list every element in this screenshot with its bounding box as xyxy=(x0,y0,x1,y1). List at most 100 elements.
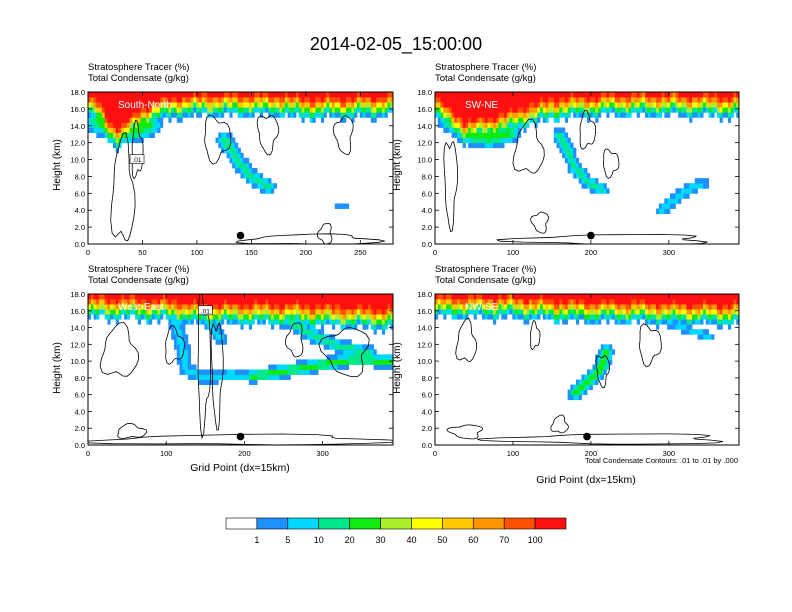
colorbar-label: 100 xyxy=(528,535,543,545)
colorbar-swatch xyxy=(256,517,289,530)
contour-label-box xyxy=(129,154,145,164)
colorbar-label: 70 xyxy=(499,535,509,545)
y-tick-label: 12.0 xyxy=(70,340,85,349)
condensate-contours xyxy=(443,109,708,244)
condensate-contour xyxy=(204,114,232,165)
y-tick-label: 0.0 xyxy=(75,240,85,249)
panel-heading-condensate: Total Condensate (g/kg) xyxy=(88,275,189,286)
location-marker xyxy=(583,432,591,441)
plot-frame xyxy=(87,91,394,245)
x-tick-label: 0 xyxy=(433,248,437,257)
panel-heading-tracer: Stratosphere Tracer (%) xyxy=(435,264,536,275)
y-tick-label: 4.0 xyxy=(75,407,85,416)
x-axis-label: Grid Point (dx=15km) xyxy=(190,462,290,474)
y-tick-label: 16.0 xyxy=(70,105,85,114)
colorbar-label: 30 xyxy=(376,535,386,545)
colorbar-label: 1 xyxy=(254,535,259,545)
condensate-contour xyxy=(603,148,620,179)
location-marker xyxy=(587,231,595,240)
y-tick-label: 10.0 xyxy=(417,156,432,165)
condensate-contour xyxy=(579,109,597,150)
y-tick-label: 18.0 xyxy=(417,290,432,299)
condensate-contour xyxy=(639,323,662,368)
colorbar-swatch xyxy=(225,517,258,530)
colorbar-swatch xyxy=(287,517,320,530)
panel-sw-ne: Stratosphere Tracer (%) Total Condensate… xyxy=(392,62,740,257)
panel-west-east: Stratosphere Tracer (%) Total Condensate… xyxy=(52,264,394,474)
plot-sw-ne: SW-NE 0.0 2.0 4.0 6.0 8.0 10.0 12.0 14.0 16.0 18.0… xyxy=(417,88,740,257)
condensate-contour xyxy=(99,322,140,377)
plot-frame xyxy=(434,91,740,245)
condensate-contour xyxy=(496,234,708,244)
condensate-contour xyxy=(131,119,144,180)
y-tick-label: 12.0 xyxy=(417,139,432,148)
condensate-contours xyxy=(110,114,385,244)
y-tick-label: 10.0 xyxy=(417,357,432,366)
location-marker xyxy=(236,432,245,441)
x-tick-label: 100 xyxy=(160,449,173,458)
y-tick-label: 0.0 xyxy=(422,441,432,450)
x-axis-label: Grid Point (dx=15km) xyxy=(536,474,636,486)
colorbar-label: 40 xyxy=(406,535,416,545)
panel-heading-tracer: Stratosphere Tracer (%) xyxy=(88,264,189,275)
y-tick-label: 6.0 xyxy=(75,391,85,400)
condensate-contour xyxy=(550,414,569,434)
condensate-contour xyxy=(455,318,478,362)
y-axis-label: Height (km) xyxy=(52,342,63,394)
panel-heading-condensate: Total Condensate (g/kg) xyxy=(88,73,189,84)
y-tick-label: 10.0 xyxy=(70,357,85,366)
colorbar-label: 10 xyxy=(314,535,324,545)
x-tick-label: 100 xyxy=(507,449,520,458)
x-tick-label: 150 xyxy=(245,248,258,257)
colorbar-swatch xyxy=(411,517,443,530)
plot-frame xyxy=(87,293,394,446)
y-tick-label: 2.0 xyxy=(422,223,432,232)
x-tick-label: 200 xyxy=(585,449,598,458)
condensate-contour xyxy=(530,320,541,351)
x-tick-label: 100 xyxy=(507,248,520,257)
y-tick-label: 6.0 xyxy=(422,391,432,400)
panel-south-north: Stratosphere Tracer (%) Total Condensate… xyxy=(52,62,394,257)
colorbar-swatch xyxy=(318,517,350,530)
y-tick-label: 10.0 xyxy=(70,156,85,165)
panel-heading-condensate: Total Condensate (g/kg) xyxy=(435,73,536,84)
y-tick-label: 14.0 xyxy=(70,122,85,131)
condensate-contour xyxy=(530,211,549,234)
y-axis-label: Height (km) xyxy=(52,139,63,191)
cross-section-label: NW-SE xyxy=(465,302,498,313)
condensate-contours xyxy=(446,318,724,445)
x-tick-label: 100 xyxy=(191,248,204,257)
condensate-contour xyxy=(110,131,136,242)
colorbar-swatch xyxy=(503,517,536,530)
condensate-contour xyxy=(210,322,224,431)
condensate-contour xyxy=(595,355,610,389)
y-tick-label: 18.0 xyxy=(70,88,85,97)
y-tick-label: 18.0 xyxy=(417,88,432,97)
tracer-field xyxy=(435,92,739,214)
location-marker xyxy=(236,231,245,240)
colorbar-swatch xyxy=(442,517,474,530)
x-tick-label: 200 xyxy=(300,248,313,257)
y-tick-label: 8.0 xyxy=(75,374,85,383)
y-tick-label: 12.0 xyxy=(417,340,432,349)
colorbar-label: 50 xyxy=(437,535,447,545)
figure-title: 2014-02-05_15:00:00 xyxy=(310,34,482,55)
condensate-contour xyxy=(332,115,354,155)
condensate-contour xyxy=(446,424,484,440)
y-tick-label: 6.0 xyxy=(75,189,85,198)
panel-heading-tracer: Stratosphere Tracer (%) xyxy=(88,62,189,73)
plot-west-east: .01 West-East 0.0 2.0 4.0 6.0 8.0 10.0 12.0 14.0 1… xyxy=(70,290,394,458)
y-tick-label: 2.0 xyxy=(75,424,85,433)
y-tick-label: 4.0 xyxy=(422,206,432,215)
condensate-contour xyxy=(512,118,545,174)
colorbar-label: 20 xyxy=(345,535,355,545)
contour-label-box xyxy=(198,305,213,316)
colorbar: 1 5 10 20 30 40 50 60 70 100 xyxy=(225,517,567,545)
condensate-contour xyxy=(318,327,370,378)
x-tick-label: 200 xyxy=(238,449,251,458)
plot-south-north: .01 South-North 0.0 2.0 4.0 6.0 8.0 10.0 12.0 14.… xyxy=(70,88,394,257)
y-tick-label: 2.0 xyxy=(75,223,85,232)
condensate-contour xyxy=(477,433,724,445)
footnote: Total Condensate Contours: .01 to .01 by… xyxy=(585,456,738,465)
colorbar-label: 60 xyxy=(468,535,478,545)
